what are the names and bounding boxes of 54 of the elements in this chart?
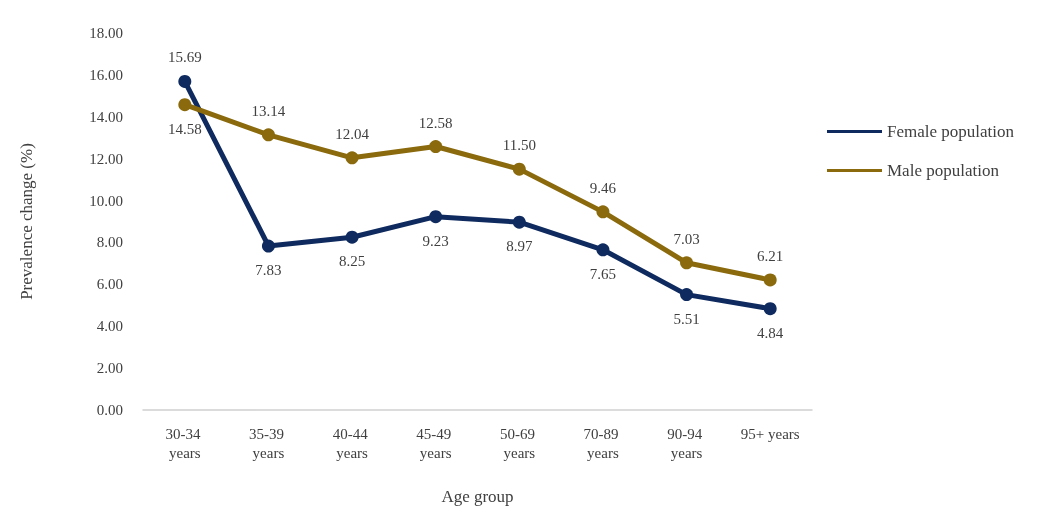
y-tick-label: 2.00 — [96, 360, 123, 377]
data-label: 8.25 — [338, 253, 366, 270]
x-tick-label: 90-94 years — [667, 425, 706, 461]
legend-label: Male population — [887, 161, 1000, 180]
y-tick-label: 0.00 — [96, 402, 123, 418]
point — [178, 74, 192, 88]
data-label: 5.51 — [673, 310, 700, 327]
x-tick-label: 40-44 years — [332, 425, 372, 461]
x-tick-label: 50-69 years — [499, 425, 539, 461]
data-label: 11.50 — [502, 137, 536, 154]
x-tick-label: 30-34 years — [165, 425, 205, 461]
y-tick-label: 4.00 — [96, 318, 123, 335]
data-label: 15.69 — [167, 49, 202, 66]
y-tick-label: 10.00 — [89, 192, 123, 209]
x-tick-label: 35-39 years — [249, 425, 288, 461]
data-label: 6.21 — [757, 247, 784, 264]
point — [345, 151, 359, 165]
data-label: 7.03 — [673, 230, 700, 247]
x-tick-label: 45-49 years — [416, 425, 456, 461]
point — [596, 205, 610, 219]
point — [763, 302, 777, 316]
data-label: 9.23 — [422, 232, 449, 249]
y-tick-label: 14.00 — [89, 108, 123, 125]
legend-label: Female population — [887, 122, 1015, 141]
point — [429, 210, 443, 224]
data-label: 7.83 — [255, 262, 282, 279]
data-label: 12.58 — [418, 114, 453, 131]
data-label: 8.97 — [506, 238, 533, 255]
point — [178, 98, 192, 112]
point — [261, 239, 275, 253]
point — [763, 273, 777, 287]
point — [680, 256, 694, 270]
point — [596, 243, 610, 257]
y-tick-label: 6.00 — [96, 276, 123, 293]
point — [512, 162, 526, 176]
y-tick-label: 12.00 — [89, 150, 123, 167]
y-tick-label: 8.00 — [96, 234, 123, 251]
data-label: 9.46 — [589, 179, 617, 196]
x-tick-label: 70-89 years — [583, 425, 623, 461]
data-label: 14.58 — [167, 120, 202, 137]
point — [345, 230, 359, 244]
data-label: 7.65 — [589, 265, 617, 282]
y-tick-label: 16.00 — [89, 66, 123, 83]
point — [680, 288, 694, 302]
x-axis-title: Age group — [441, 487, 514, 506]
y-tick-label: 18.00 — [89, 25, 123, 41]
point — [261, 128, 275, 142]
point — [429, 140, 443, 154]
data-label: 4.84 — [757, 324, 784, 341]
data-label: 13.14 — [251, 102, 286, 119]
x-tick-label: 95+ years — [740, 425, 800, 442]
y-axis-title: Prevalence change (%) — [17, 143, 36, 300]
point — [512, 215, 526, 229]
data-label: 12.04 — [335, 125, 370, 142]
